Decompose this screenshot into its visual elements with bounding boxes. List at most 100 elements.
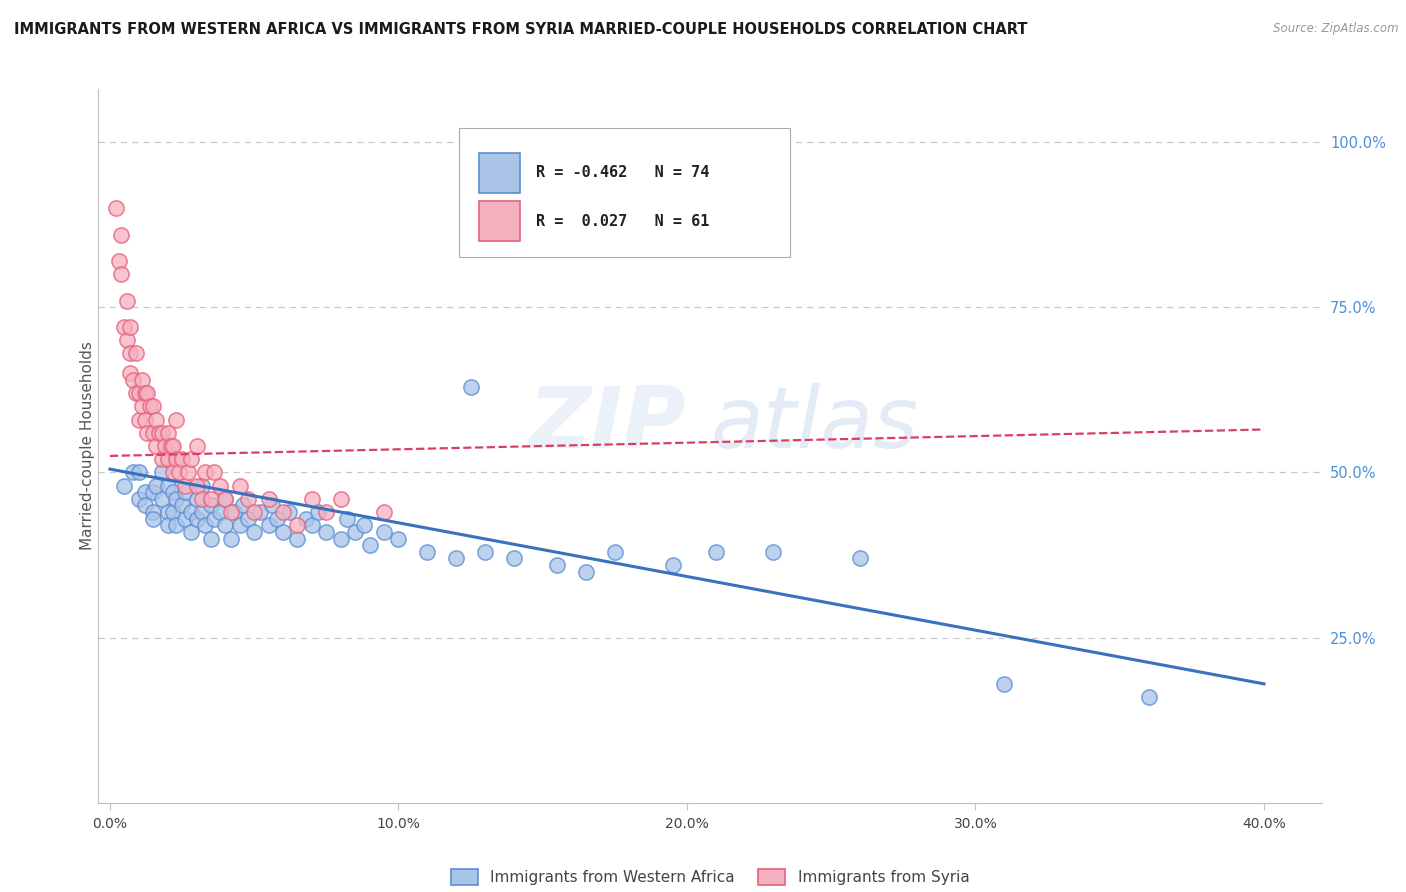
Point [117, 333, 139, 347]
Point [260, 499, 283, 513]
Point [120, 320, 142, 334]
Point [174, 511, 197, 525]
Point [142, 485, 165, 500]
Point [295, 511, 318, 525]
Point [271, 524, 294, 539]
Point [661, 558, 683, 572]
Text: atlas: atlas [710, 383, 918, 467]
Point [353, 518, 375, 533]
Point [249, 505, 271, 519]
Point [122, 466, 145, 480]
Point [373, 524, 395, 539]
Legend: Immigrants from Western Africa, Immigrants from Syria: Immigrants from Western Africa, Immigran… [444, 863, 976, 891]
Point [128, 491, 150, 506]
Point [202, 466, 225, 480]
Point [214, 491, 236, 506]
Point [156, 518, 179, 533]
Point [359, 538, 381, 552]
Point [315, 505, 337, 519]
Point [167, 466, 190, 480]
Point [186, 511, 208, 525]
Point [139, 400, 162, 414]
Point [145, 478, 167, 492]
Point [208, 505, 231, 519]
Point [177, 466, 200, 480]
Point [174, 485, 197, 500]
Point [194, 466, 217, 480]
Point [150, 452, 173, 467]
Point [444, 551, 467, 566]
Point [603, 545, 626, 559]
Point [219, 505, 242, 519]
Point [1137, 690, 1160, 704]
Point [180, 452, 202, 467]
Text: R =  0.027   N = 61: R = 0.027 N = 61 [536, 214, 710, 228]
Point [315, 524, 337, 539]
Point [202, 511, 225, 525]
FancyBboxPatch shape [460, 128, 790, 257]
Point [156, 505, 179, 519]
Point [162, 485, 184, 500]
Point [301, 518, 323, 533]
Point [329, 491, 352, 506]
Point [257, 518, 280, 533]
Point [238, 491, 260, 506]
Point [993, 677, 1015, 691]
Point [110, 267, 132, 281]
Point [107, 254, 129, 268]
Point [162, 439, 184, 453]
Point [131, 400, 153, 414]
Point [117, 293, 139, 308]
Point [229, 518, 252, 533]
Point [194, 518, 217, 533]
Point [307, 505, 329, 519]
Point [214, 518, 236, 533]
Point [112, 478, 135, 492]
Point [287, 532, 309, 546]
Point [150, 491, 173, 506]
Point [156, 452, 179, 467]
Point [186, 491, 208, 506]
Point [174, 478, 197, 492]
Point [229, 478, 252, 492]
Point [136, 425, 159, 440]
FancyBboxPatch shape [479, 201, 520, 241]
Point [335, 511, 357, 525]
Point [120, 367, 142, 381]
Text: R = -0.462   N = 74: R = -0.462 N = 74 [536, 165, 710, 180]
Point [128, 386, 150, 401]
Point [134, 386, 156, 401]
Point [387, 532, 409, 546]
Point [165, 412, 187, 426]
Point [145, 439, 167, 453]
Point [266, 511, 288, 525]
Point [191, 491, 214, 506]
Point [142, 400, 165, 414]
Point [142, 425, 165, 440]
Point [134, 499, 156, 513]
Text: ZIP: ZIP [527, 383, 686, 467]
FancyBboxPatch shape [479, 153, 520, 194]
Text: IMMIGRANTS FROM WESTERN AFRICA VS IMMIGRANTS FROM SYRIA MARRIED-COUPLE HOUSEHOLD: IMMIGRANTS FROM WESTERN AFRICA VS IMMIGR… [14, 22, 1028, 37]
Point [329, 532, 352, 546]
Point [200, 499, 222, 513]
Point [849, 551, 872, 566]
Point [128, 412, 150, 426]
Point [172, 499, 194, 513]
Point [122, 373, 145, 387]
Point [373, 505, 395, 519]
Point [271, 505, 294, 519]
Point [142, 505, 165, 519]
Point [159, 439, 181, 453]
Point [134, 485, 156, 500]
Point [125, 386, 148, 401]
Point [165, 452, 187, 467]
Point [128, 466, 150, 480]
Point [200, 532, 222, 546]
Point [148, 425, 170, 440]
Point [191, 505, 214, 519]
Point [460, 379, 482, 393]
Point [287, 518, 309, 533]
Point [575, 565, 598, 579]
Point [277, 505, 299, 519]
